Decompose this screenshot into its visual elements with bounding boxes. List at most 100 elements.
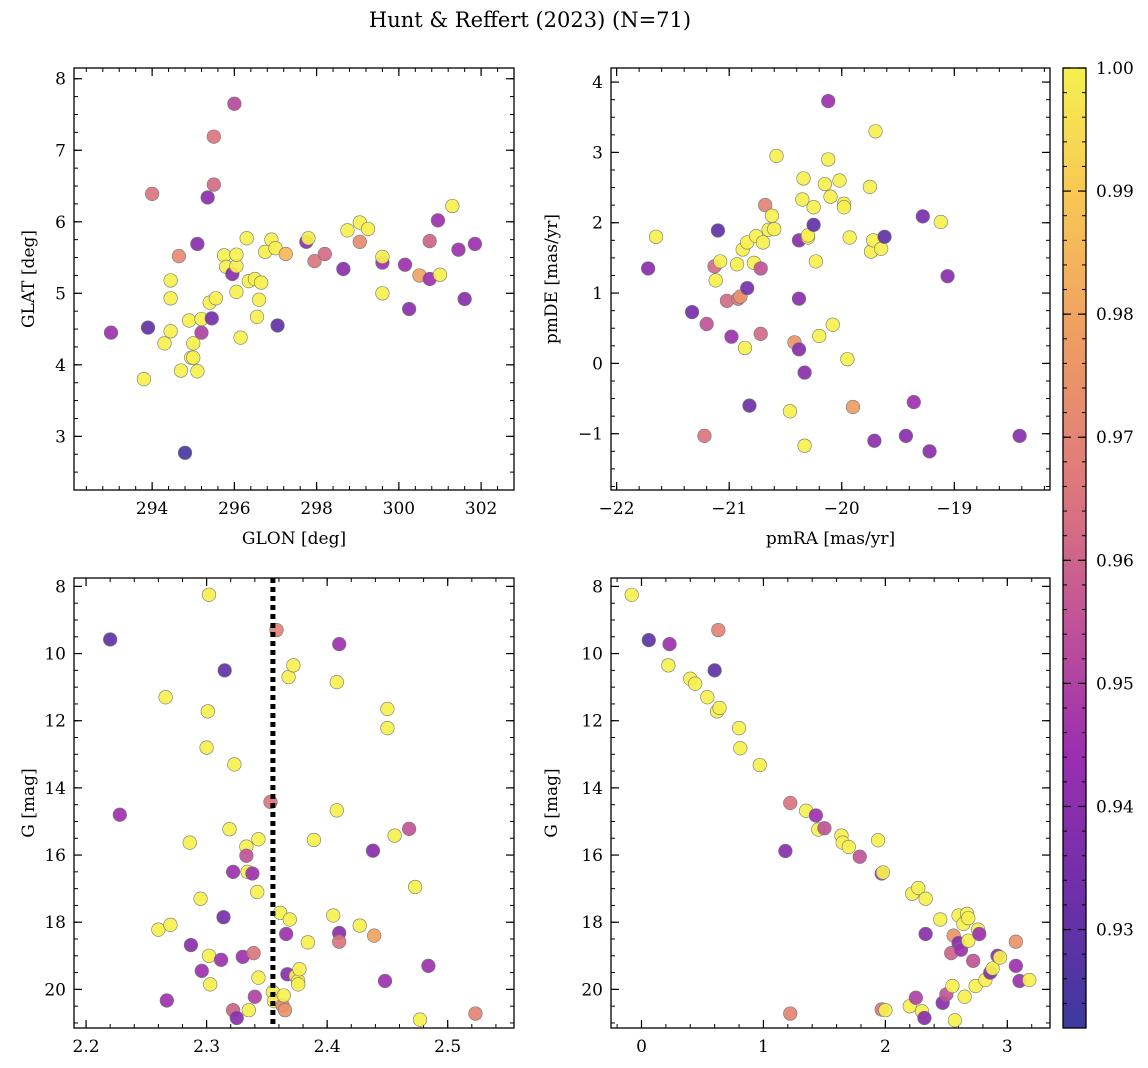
data-point [769, 148, 784, 164]
data-point [254, 275, 269, 290]
data-point [227, 96, 242, 111]
data-point [241, 1003, 256, 1018]
x-tick-label: 1 [758, 1037, 769, 1057]
data-point [375, 286, 390, 301]
data-point [836, 200, 852, 215]
data-point [291, 977, 306, 992]
data-point [711, 622, 726, 638]
data-point [190, 236, 205, 252]
data-point [985, 961, 1000, 976]
data-point [201, 948, 217, 963]
data-point [432, 267, 448, 282]
data-point [375, 249, 390, 264]
data-point [145, 186, 160, 201]
data-point [380, 721, 395, 736]
data-point [286, 658, 301, 673]
data-point [467, 236, 483, 252]
panel-parallax-magnitude: 2.22.32.42.58101214161820Plx [mas]G [mag… [19, 577, 515, 1068]
y-tick-label: 14 [44, 779, 66, 799]
data-point [817, 821, 832, 836]
data-point [1008, 934, 1023, 949]
data-point [791, 342, 807, 357]
panel-sky-glon-glat: 294 296 298 300 302 3 4 5 6 7 8 GLON [deg] GLAT [deg… [19, 67, 515, 549]
data-point [206, 177, 221, 192]
data-point [270, 318, 285, 333]
data-point [193, 891, 208, 906]
data-point [151, 922, 166, 937]
y-axis-label: G [mag] [542, 768, 562, 837]
x-tick-label: 0 [636, 1037, 647, 1057]
data-point [367, 928, 382, 943]
tick-marks [74, 578, 514, 1028]
y-tick-label: 14 [581, 779, 603, 799]
data-point [332, 637, 347, 652]
data-point [755, 235, 771, 250]
x-tick-label: 3 [1002, 1037, 1013, 1057]
y-tick-label: 8 [55, 577, 66, 597]
data-point [306, 832, 321, 848]
data-point [317, 246, 332, 262]
data-point [329, 803, 344, 818]
data-point [852, 849, 867, 864]
data-point [352, 234, 367, 249]
data-point [806, 200, 821, 215]
data-point [402, 301, 417, 317]
data-point [204, 311, 219, 326]
data-point [229, 1010, 244, 1026]
data-point [387, 828, 402, 843]
data-point [352, 918, 367, 933]
data-point [422, 233, 437, 249]
data-point [817, 176, 832, 192]
data-point [307, 254, 322, 269]
data-point [199, 740, 214, 755]
y-tick-label: 18 [44, 913, 66, 933]
data-point [177, 445, 193, 460]
colorbar-tick-label: 1.00 [1096, 59, 1134, 79]
y-tick-label: 3 [592, 143, 603, 163]
x-tick-label: 300 [383, 499, 415, 519]
data-point [945, 978, 960, 994]
data-point [377, 973, 393, 989]
data-point [163, 291, 178, 306]
data-point [190, 364, 205, 379]
y-tick-label: 4 [592, 73, 603, 93]
data-point [840, 352, 855, 367]
data-point [365, 843, 381, 858]
x-tick-label: 2.3 [193, 1037, 220, 1057]
data-point [906, 394, 921, 410]
data-point [933, 214, 948, 230]
y-tick-label: 4 [55, 356, 66, 376]
data-point [797, 438, 812, 453]
data-point [791, 291, 807, 306]
x-axis-label: pmRA [mas/yr] [766, 529, 895, 549]
data-point [825, 317, 840, 332]
data-point [292, 962, 307, 977]
data-point [200, 704, 215, 719]
data-point [163, 273, 178, 288]
data-point [408, 879, 423, 895]
data-point [239, 848, 254, 863]
data-point [229, 284, 244, 299]
data-point [778, 843, 793, 859]
data-point [157, 336, 172, 351]
y-tick-label: 12 [44, 712, 66, 732]
data-point [641, 633, 656, 648]
x-tick-label: 296 [218, 499, 250, 519]
data-point [1022, 972, 1037, 988]
data-point [712, 700, 727, 716]
data-point [163, 917, 178, 933]
data-point [823, 189, 838, 204]
data-point [700, 690, 715, 705]
y-tick-label: 10 [44, 645, 66, 665]
data-point [710, 223, 726, 238]
data-point [868, 124, 883, 139]
data-point [301, 231, 316, 246]
data-point [753, 326, 768, 341]
y-tick-label: −1 [578, 425, 603, 445]
data-point [380, 701, 395, 717]
data-point [648, 229, 664, 244]
figure-title: Hunt & Reffert (2023) (N=71) [369, 8, 691, 32]
data-point [867, 433, 882, 448]
data-point [186, 336, 201, 351]
data-point [957, 989, 972, 1004]
